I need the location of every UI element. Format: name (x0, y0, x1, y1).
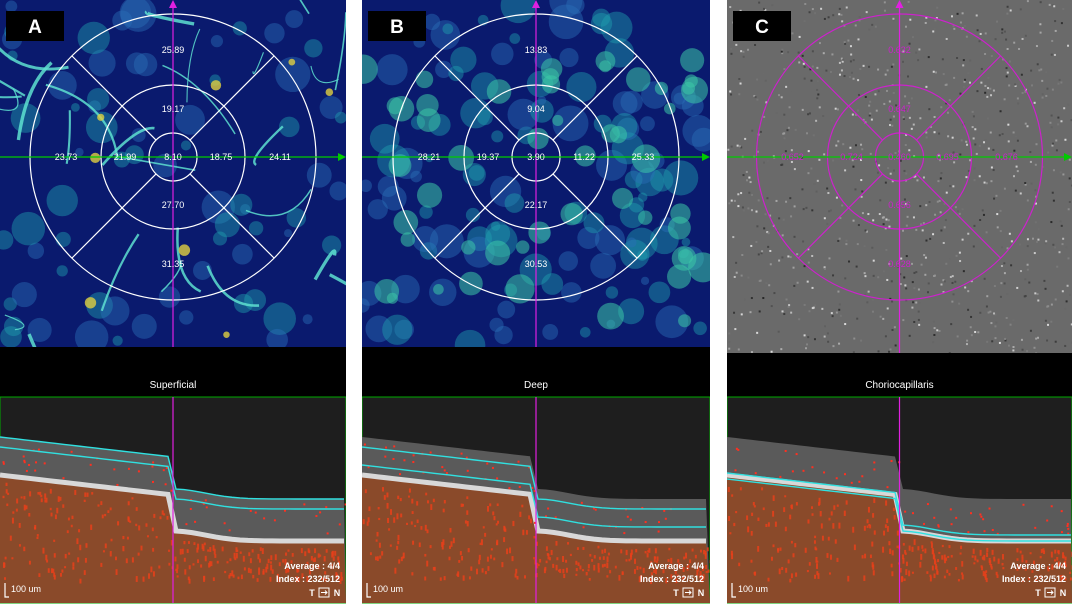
average-text: Average : 4/4 (1010, 561, 1066, 571)
svg-text:B: B (390, 17, 404, 38)
sector-value-inner-right: 18.75 (210, 152, 233, 162)
panel-a-svg: 8.10 19.17 27.70 21.99 18.75 25.89 31.35 23.73 2… (0, 0, 346, 604)
orientation-right-label: N (1060, 588, 1067, 598)
panel-a: 8.10 19.17 27.70 21.99 18.75 25.89 31.35 23.73 2… (0, 0, 346, 605)
scale-bar-label: 100 um (373, 584, 403, 594)
vertical-axis-arrow-icon (895, 0, 904, 8)
orientation-right-label: N (334, 588, 341, 598)
sector-value-outer-left: 23.73 (55, 152, 78, 162)
sector-value-inner-top: 9.04 (527, 104, 545, 114)
sector-value-inner-top: 19.17 (162, 104, 185, 114)
index-text: Index : 232/512 (276, 574, 340, 584)
sector-value-outer-left: 0.652 (781, 152, 804, 162)
panel-letter-label: B (368, 11, 426, 41)
sector-value-inner-right: 0.695 (936, 152, 959, 162)
vertical-axis-arrow-icon (169, 0, 177, 8)
index-text: Index : 232/512 (1002, 574, 1066, 584)
panel-letter-label: C (733, 11, 791, 41)
sector-value-outer-bottom: 30.53 (525, 259, 548, 269)
horizontal-axis-arrow-icon (702, 153, 710, 161)
orientation-left-label: T (309, 588, 315, 598)
average-text: Average : 4/4 (284, 561, 340, 571)
sector-value-inner-left: 21.99 (114, 152, 137, 162)
direction-arrow-icon (1044, 587, 1056, 598)
panel-c-svg: 0.460 0.647 0.656 0.724 0.695 0.632 0.628 0.652… (727, 0, 1072, 604)
sector-value-center: 3.90 (527, 152, 545, 162)
sector-value-outer-right: 25.33 (632, 152, 655, 162)
sector-value-outer-right: 24.11 (269, 152, 291, 162)
svg-text:A: A (28, 17, 42, 38)
layer-name: Superficial (150, 380, 197, 391)
sector-value-outer-top: 25.89 (162, 45, 185, 55)
scale-bar (366, 583, 371, 598)
average-text: Average : 4/4 (648, 561, 704, 571)
sector-value-center: 8.10 (164, 152, 182, 162)
scale-bar (731, 583, 736, 598)
panel-b: 3.90 9.04 22.17 19.37 11.22 13.83 30.53 28.21 25… (362, 0, 710, 605)
sector-value-outer-bottom: 31.35 (162, 259, 185, 269)
sector-value-inner-left: 19.37 (477, 152, 500, 162)
index-text: Index : 232/512 (640, 574, 704, 584)
segmentation-line-lower (362, 464, 706, 528)
sector-value-outer-top: 0.632 (888, 45, 911, 55)
scale-bar (4, 583, 9, 598)
sector-value-inner-bottom: 22.17 (525, 200, 548, 210)
layer-band (727, 353, 1072, 397)
layer-name: Deep (524, 380, 548, 391)
layer-band (362, 347, 710, 397)
sector-value-outer-right: 0.676 (995, 152, 1018, 162)
direction-arrow-icon (682, 587, 694, 598)
sector-value-inner-bottom: 0.656 (888, 200, 911, 210)
sector-value-outer-top: 13.83 (525, 45, 548, 55)
horizontal-axis-arrow-icon (338, 153, 346, 161)
panel-c: 0.460 0.647 0.656 0.724 0.695 0.632 0.628 0.652… (727, 0, 1072, 605)
layer-band (0, 347, 346, 397)
horizontal-axis-arrow-icon (1064, 153, 1072, 161)
orientation-left-label: T (1035, 588, 1041, 598)
sector-value-center: 0.460 (888, 152, 911, 162)
orientation-right-label: N (698, 588, 705, 598)
sector-value-inner-right: 11.22 (573, 152, 595, 162)
panel-letter-label: A (6, 11, 64, 41)
sector-value-inner-left: 0.724 (840, 152, 863, 162)
sector-value-outer-bottom: 0.628 (888, 259, 911, 269)
panel-b-svg: 3.90 9.04 22.17 19.37 11.22 13.83 30.53 28.21 25… (362, 0, 710, 604)
sector-value-inner-bottom: 27.70 (162, 200, 185, 210)
vertical-axis-arrow-icon (532, 0, 540, 8)
orientation-left-label: T (673, 588, 679, 598)
direction-arrow-icon (318, 587, 330, 598)
svg-text:C: C (755, 17, 769, 38)
scale-bar-label: 100 um (11, 584, 41, 594)
sector-value-inner-top: 0.647 (888, 104, 911, 114)
enface-map (362, 0, 710, 361)
segmentation-line-lower (0, 446, 344, 510)
layer-name: Choriocapillaris (865, 380, 933, 391)
sector-value-outer-left: 28.21 (418, 152, 441, 162)
scale-bar-label: 100 um (738, 584, 768, 594)
segmentation-line-upper (362, 446, 706, 510)
segmentation-line-upper (0, 436, 344, 500)
